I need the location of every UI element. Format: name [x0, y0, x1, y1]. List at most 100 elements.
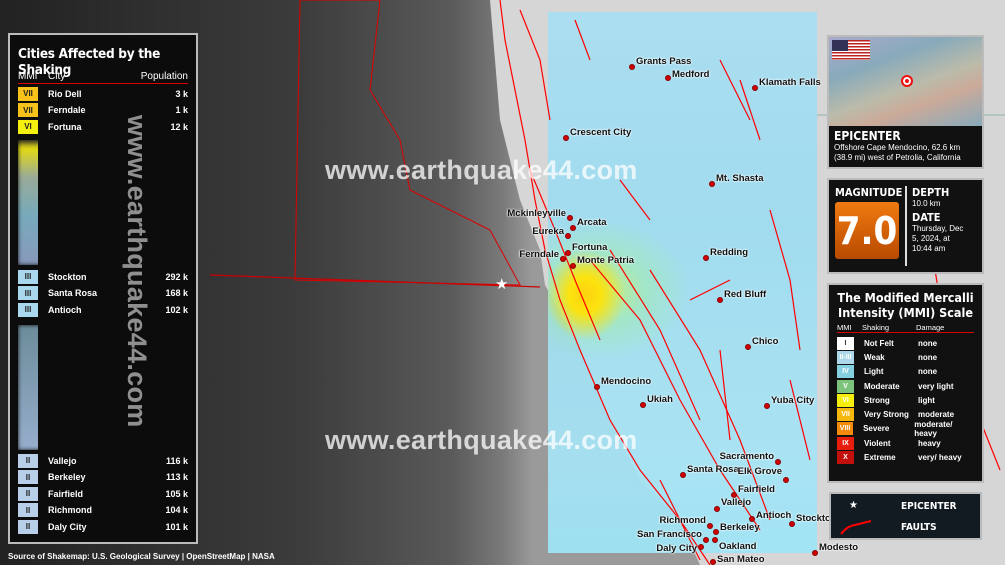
- mmi-badge: II: [18, 453, 38, 468]
- panel-title: Cities Affected by the Shaking: [18, 46, 161, 78]
- col-city: City: [48, 71, 66, 82]
- epicenter-title: EPICENTER: [834, 129, 901, 143]
- scale-row: I Not Felt none: [837, 336, 974, 350]
- city-marker[interactable]: [567, 215, 573, 221]
- population: 104 k: [165, 505, 188, 516]
- scale-row: VII Very Strong moderate: [837, 407, 974, 422]
- city-label: Sacramento: [719, 451, 774, 462]
- city-name: Rio Dell: [48, 88, 82, 99]
- scale-row: VI Strong light: [837, 393, 974, 407]
- table-row: III Stockton 292 k: [18, 269, 188, 284]
- city-marker[interactable]: [783, 477, 789, 483]
- city-name: Ferndale: [48, 105, 86, 116]
- city-name: Daly City: [48, 521, 87, 532]
- city-marker[interactable]: [629, 64, 635, 70]
- city-marker[interactable]: [710, 559, 716, 565]
- city-marker[interactable]: [594, 384, 600, 390]
- city-name: Antioch: [48, 304, 82, 315]
- mmi-badge: II: [18, 470, 38, 485]
- city-label: Antioch: [756, 510, 792, 521]
- city-marker[interactable]: [707, 523, 713, 529]
- mmi-swatch: I: [837, 336, 854, 350]
- city-label: Fortuna: [572, 242, 608, 253]
- depth-value: 10.0 km: [912, 199, 941, 208]
- city-marker[interactable]: [570, 263, 576, 269]
- city-name: Richmond: [48, 505, 92, 516]
- city-marker[interactable]: [563, 135, 569, 141]
- city-marker[interactable]: [665, 75, 671, 81]
- city-marker[interactable]: [570, 225, 576, 231]
- city-marker[interactable]: [565, 250, 571, 256]
- city-marker[interactable]: [764, 403, 770, 409]
- city-marker[interactable]: [752, 85, 758, 91]
- damage-level: moderate/ heavy: [914, 419, 953, 438]
- table-row: II Daly City 101 k: [18, 519, 188, 534]
- city-marker[interactable]: [709, 181, 715, 187]
- city-name: Vallejo: [48, 455, 77, 466]
- city-name: Santa Rosa: [48, 288, 98, 299]
- city-label: Eureka: [532, 226, 564, 237]
- mmi-badge: III: [18, 269, 38, 284]
- damage-level: light: [918, 395, 935, 405]
- city-marker[interactable]: [698, 544, 704, 550]
- shaking-level: Violent: [864, 438, 891, 448]
- city-name: Fairfield: [48, 488, 84, 499]
- population: 113 k: [165, 472, 188, 483]
- city-label: Daly City: [656, 543, 697, 554]
- magnitude-value: 7.0: [835, 202, 899, 259]
- mmi-swatch: VI: [837, 393, 854, 407]
- city-marker[interactable]: [749, 516, 755, 522]
- city-marker[interactable]: [712, 537, 718, 543]
- city-marker[interactable]: [703, 255, 709, 261]
- magnitude-label: MAGNITUDE: [835, 186, 903, 199]
- shaking-level: Weak: [864, 352, 885, 362]
- city-label: San Mateo: [717, 554, 765, 565]
- table-row: VII Rio Dell 3 k: [18, 86, 188, 101]
- city-marker[interactable]: [745, 344, 751, 350]
- blurred-rows: [18, 325, 38, 450]
- scale-row: IX Violent heavy: [837, 436, 974, 450]
- legend-faults: FAULTS: [901, 522, 937, 533]
- city-label: Richmond: [659, 515, 706, 526]
- city-marker[interactable]: [717, 297, 723, 303]
- city-marker[interactable]: [703, 537, 709, 543]
- city-label: Berkeley: [720, 522, 760, 533]
- city-marker[interactable]: [640, 402, 646, 408]
- epicenter-star-icon[interactable]: ★: [495, 276, 509, 293]
- city-marker[interactable]: [775, 459, 781, 465]
- table-row: III Antioch 102 k: [18, 302, 188, 317]
- city-label: Chico: [752, 336, 779, 347]
- city-marker[interactable]: [812, 550, 818, 556]
- shaking-level: Not Felt: [864, 338, 894, 348]
- scale-row: X Extreme very/ heavy: [837, 450, 974, 465]
- col-damage: Damage: [916, 323, 945, 332]
- mmi-swatch: VIII: [837, 422, 854, 436]
- table-row: VI Fortuna 12 k: [18, 119, 188, 134]
- epicenter-panel: EPICENTER Offshore Cape Mendocino, 62.6 …: [827, 35, 984, 169]
- mmi-scale-panel: The Modified Mercalli Intensity (MMI) Sc…: [827, 283, 984, 483]
- mmi-badge: II: [18, 503, 38, 518]
- city-marker[interactable]: [565, 233, 571, 239]
- epicenter-marker-icon: [901, 75, 913, 87]
- shaking-level: Strong: [864, 395, 890, 405]
- city-label: Red Bluff: [724, 289, 767, 300]
- city-marker[interactable]: [789, 521, 795, 527]
- city-marker[interactable]: [560, 256, 566, 262]
- population: 3 k: [175, 88, 188, 99]
- city-marker[interactable]: [680, 472, 686, 478]
- city-marker[interactable]: [713, 529, 719, 535]
- city-marker[interactable]: [731, 492, 737, 498]
- city-label: Grants Pass: [636, 56, 692, 67]
- city-name: Fortuna: [48, 121, 82, 132]
- epicenter-location: Offshore Cape Mendocino, 62.6 km (38.9 m…: [834, 143, 961, 162]
- scale-row: V Moderate very light: [837, 379, 974, 393]
- mmi-badge: VII: [18, 86, 38, 101]
- city-marker[interactable]: [714, 506, 720, 512]
- population: 102 k: [165, 304, 188, 315]
- mmi-badge: II: [18, 519, 38, 534]
- mmi-badge: III: [18, 302, 38, 317]
- damage-level: heavy: [918, 438, 941, 448]
- table-row: III Santa Rosa 168 k: [18, 286, 188, 301]
- scale-row: IV Light none: [837, 365, 974, 379]
- population: 292 k: [165, 271, 188, 282]
